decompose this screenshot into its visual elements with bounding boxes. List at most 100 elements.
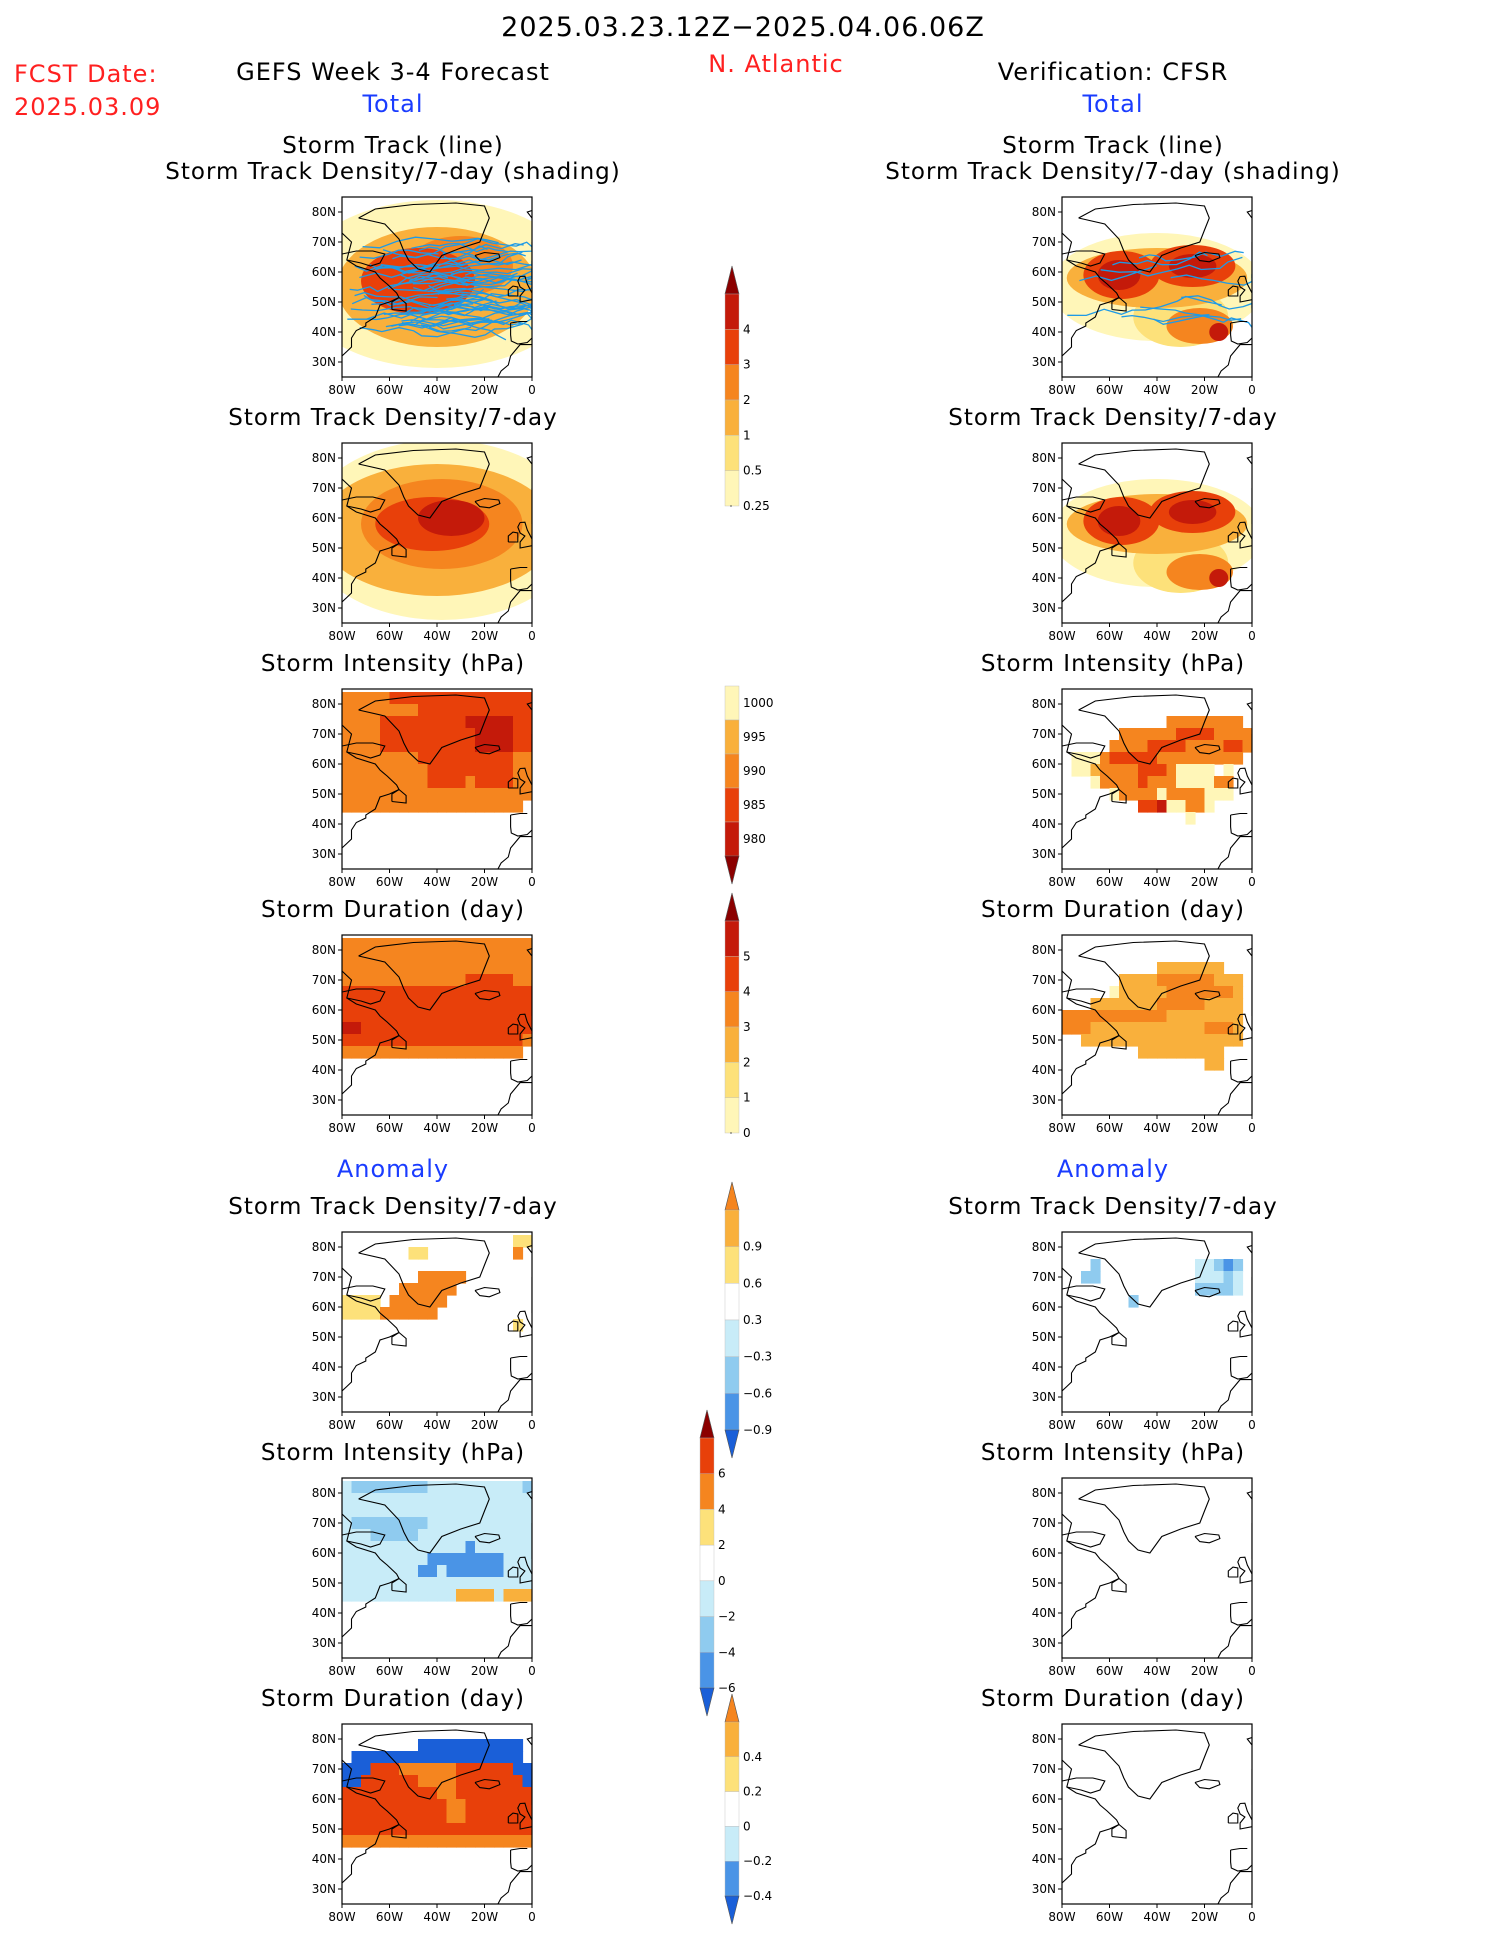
grid-cell <box>399 776 410 789</box>
grid-cell <box>494 1823 505 1836</box>
lon-tick-label: 80W <box>1048 1910 1075 1924</box>
coastline <box>358 1729 490 1800</box>
grid-cell <box>1195 1034 1206 1047</box>
grid-cell <box>1081 752 1092 765</box>
storm-track-line <box>442 244 532 261</box>
lat-tick-label: 70N <box>1032 1762 1056 1776</box>
grid-cell <box>513 1787 524 1800</box>
title-density-left: Storm Track Density/7-day <box>228 405 558 431</box>
grid-cell <box>380 1010 391 1023</box>
grid-cell <box>342 1505 353 1518</box>
grid-cell <box>427 1577 438 1590</box>
grid-cell <box>1223 1010 1234 1023</box>
grid-cell <box>351 950 362 963</box>
grid-cell <box>1147 728 1158 741</box>
lon-tick-label: 60W <box>376 875 403 889</box>
density-shading <box>1097 260 1141 290</box>
grid-cell <box>1195 998 1206 1011</box>
grid-cell <box>513 986 524 999</box>
grid-cell <box>418 1529 429 1542</box>
grid-cell <box>513 692 524 705</box>
grid-cell <box>1147 800 1158 813</box>
grid-cell <box>522 1010 532 1023</box>
colorbar-tick-label: −2 <box>718 1610 736 1624</box>
grid-cell <box>494 974 505 987</box>
grid-cell <box>1185 764 1196 777</box>
coastline <box>358 940 490 1011</box>
title-anom-density-left: Storm Track Density/7-day <box>228 1194 558 1220</box>
lon-tick-label: 0 <box>528 383 536 397</box>
grid-cell <box>437 1481 448 1494</box>
grid-cell <box>494 1493 505 1506</box>
grid-cell <box>399 1517 410 1530</box>
grid-cell <box>1166 752 1177 765</box>
grid-cell <box>456 1271 467 1284</box>
grid-cell <box>484 752 495 765</box>
grid-cell <box>465 1046 476 1059</box>
grid-cell <box>437 1763 448 1776</box>
grid-cell <box>370 1295 381 1308</box>
grid-cell <box>380 1823 391 1836</box>
grid-cell <box>437 1529 448 1542</box>
grid-cell <box>1090 764 1101 777</box>
lon-tick-label: 0 <box>528 1664 536 1678</box>
grid-cell <box>484 1517 495 1530</box>
grid-cell <box>475 1022 486 1035</box>
coastline <box>510 1604 532 1626</box>
lat-tick-label: 80N <box>312 697 336 711</box>
grid-cell <box>408 1577 419 1590</box>
storm-track-line <box>350 296 492 312</box>
grid-cell <box>408 1493 419 1506</box>
grid-cell <box>380 788 391 801</box>
grid-cell <box>1100 1022 1111 1035</box>
colorbar-tick-label: −6 <box>718 1681 736 1695</box>
grid-cell <box>389 1295 400 1308</box>
grid-cell <box>427 728 438 741</box>
colorbar-segment <box>724 753 740 789</box>
colorbar-segment <box>724 1860 740 1897</box>
coastline <box>391 1331 407 1347</box>
lon-tick-label: 60W <box>376 1121 403 1135</box>
lon-tick-label: 20W <box>471 1418 498 1432</box>
grid-cell <box>437 752 448 765</box>
grid-cell <box>408 1541 419 1554</box>
grid-cell <box>456 1505 467 1518</box>
colorbar-top-triangle <box>724 265 740 295</box>
coastline <box>1062 1777 1106 1794</box>
grid-cell <box>1157 728 1168 741</box>
grid-cell <box>399 986 410 999</box>
grid-cell <box>418 1835 429 1848</box>
colorbar-tick-label: −0.4 <box>743 1889 772 1903</box>
grid-cell <box>1119 728 1130 741</box>
grid-cell <box>494 704 505 717</box>
grid-cell <box>361 1799 372 1812</box>
colorbar-tick-label: 995 <box>743 730 766 744</box>
grid-cell <box>361 1541 372 1554</box>
grid-cell <box>522 962 532 975</box>
grid-cell <box>446 800 457 813</box>
grid-cell <box>1147 740 1158 753</box>
grid-cell <box>389 1787 400 1800</box>
colorbar-tick-label: 0.2 <box>743 1785 762 1799</box>
grid-cell <box>361 1295 372 1308</box>
lon-tick-label: 80W <box>1048 1418 1075 1432</box>
coastline <box>1111 788 1127 804</box>
grid-cell <box>370 764 381 777</box>
colorbar-segment <box>699 1437 715 1474</box>
period-title: 2025.03.23.12Z−2025.04.06.06Z <box>501 12 985 43</box>
lat-tick-label: 70N <box>312 1516 336 1530</box>
coastline <box>526 209 532 219</box>
grid-cell <box>522 788 532 801</box>
grid-cell <box>456 1010 467 1023</box>
grid-cell <box>446 1565 457 1578</box>
grid-cell <box>408 1010 419 1023</box>
grid-cell <box>418 1505 429 1518</box>
coastline <box>1230 323 1252 345</box>
coastline <box>342 1513 400 1638</box>
coastline <box>517 1802 532 1830</box>
grid-cell <box>1157 800 1168 813</box>
coastline <box>1227 1812 1239 1824</box>
coastline <box>1237 1802 1252 1830</box>
lon-tick-label: 60W <box>376 1664 403 1678</box>
grid-cell <box>1138 1022 1149 1035</box>
